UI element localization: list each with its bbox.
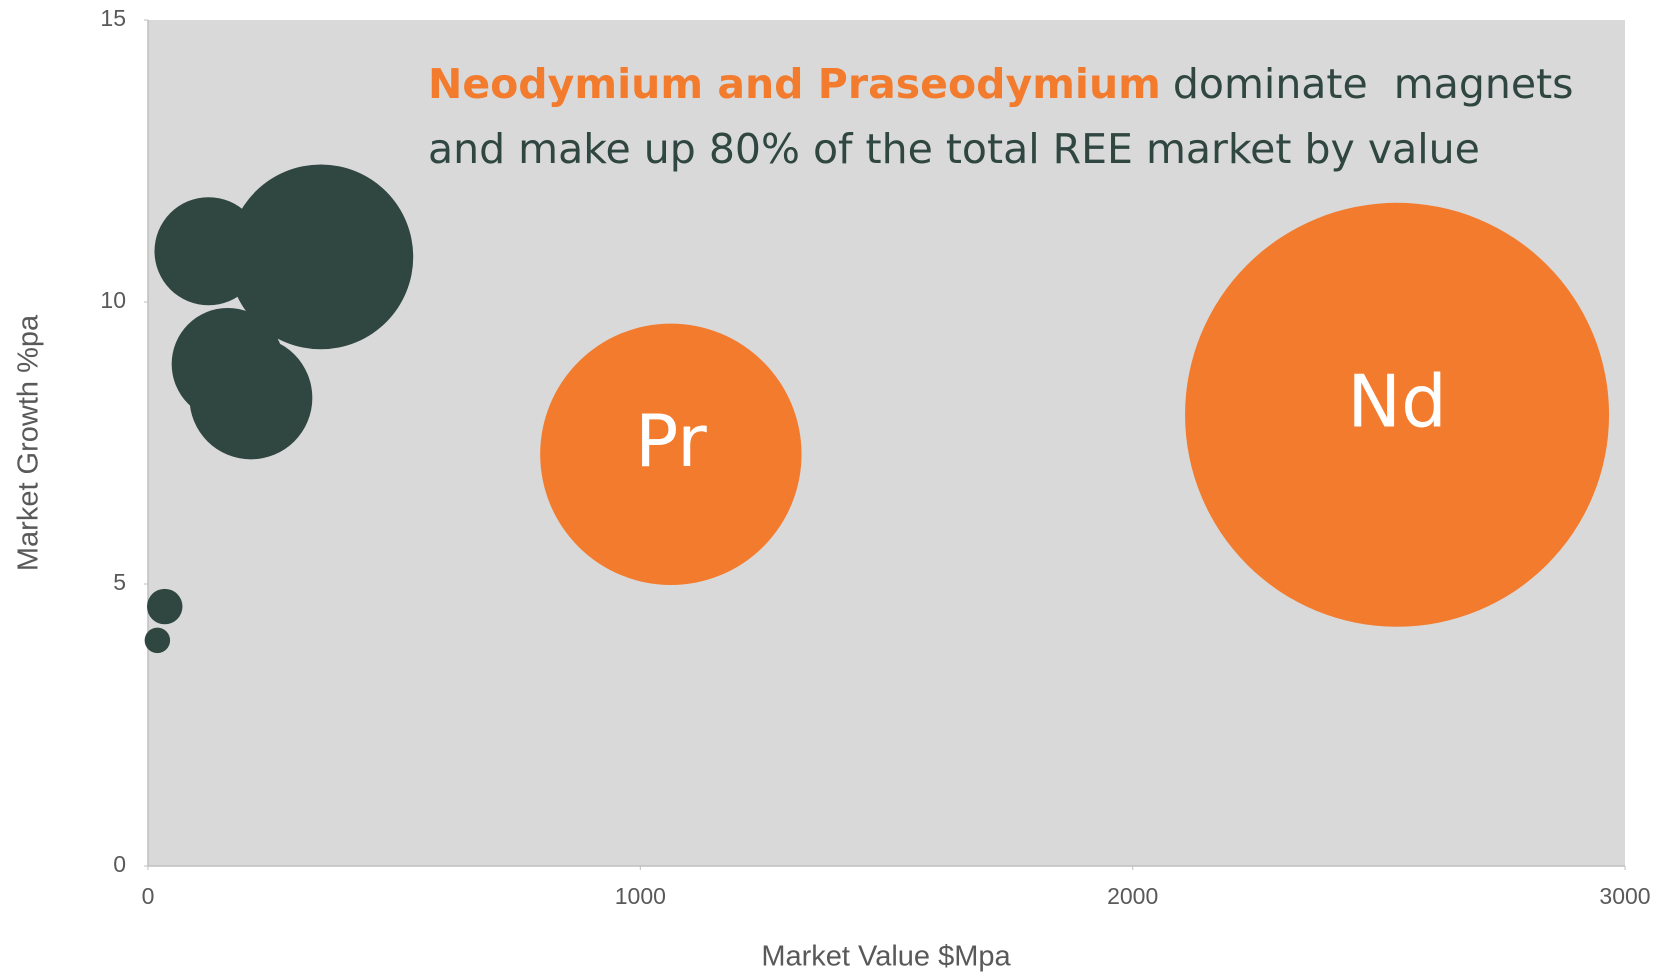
bubble xyxy=(540,323,802,585)
bubble xyxy=(144,627,171,654)
y-tick-label: 0 xyxy=(113,851,126,877)
annotation-text: dominate magnets xyxy=(1173,60,1574,108)
x-tick-label: 0 xyxy=(142,883,155,909)
bubble xyxy=(189,336,313,460)
y-tick-label: 10 xyxy=(100,287,126,313)
x-tick-label: 3000 xyxy=(1599,883,1650,909)
bubble-label: Nd xyxy=(1347,359,1447,443)
annotation: and make up 80% of the total REE market … xyxy=(428,125,1480,173)
bubble-label: Pr xyxy=(635,399,707,483)
bubble xyxy=(228,164,414,350)
x-axis-title: Market Value $Mpa xyxy=(761,941,1011,973)
y-axis-title: Market Growth %pa xyxy=(13,314,45,571)
annotation-highlight: Neodymium and Praseodymium xyxy=(428,60,1161,108)
bubble xyxy=(147,588,183,625)
y-tick-label: 5 xyxy=(113,569,126,595)
bubble xyxy=(1185,202,1610,627)
y-tick-label: 15 xyxy=(100,5,126,31)
x-tick-label: 2000 xyxy=(1107,883,1158,909)
annotation: Neodymium and Praseodymium dominate magne… xyxy=(428,60,1574,108)
x-tick-label: 1000 xyxy=(615,883,666,909)
